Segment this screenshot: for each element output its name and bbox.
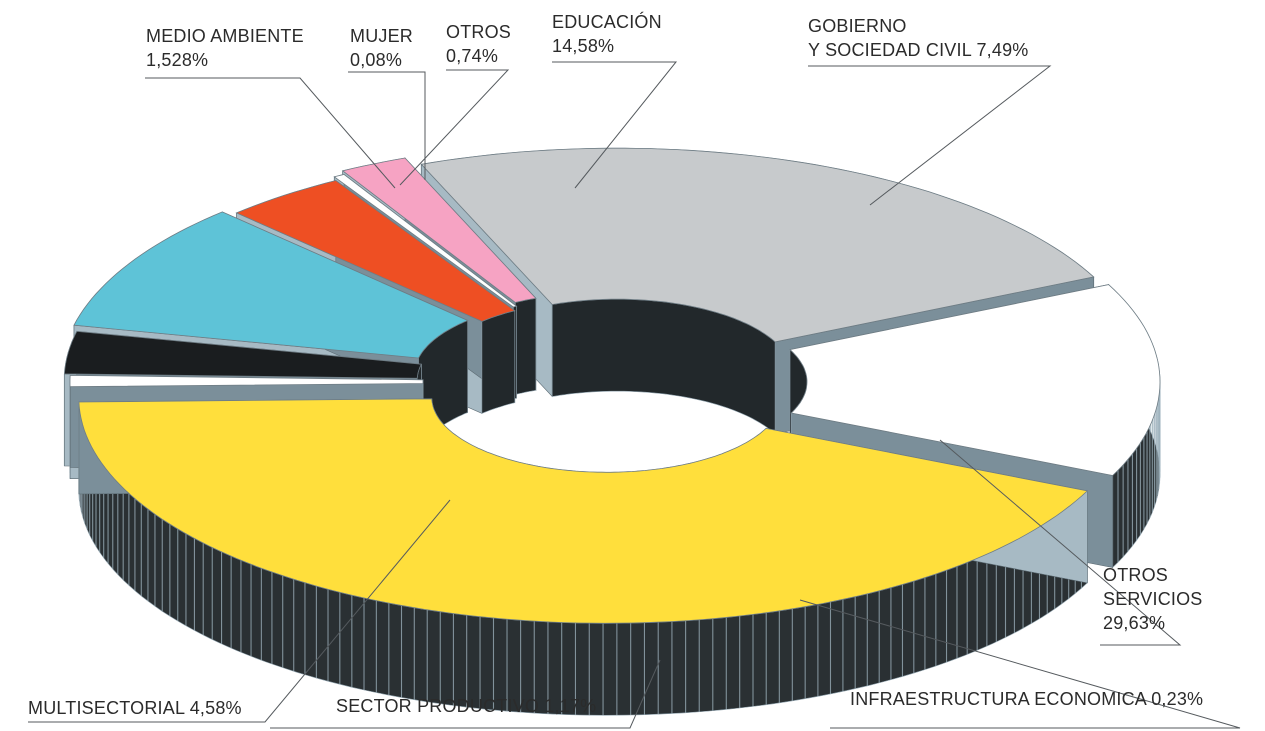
leader-line-2: [348, 71, 426, 180]
slice-gobierno-y-sociedad-civil: [789, 284, 1161, 476]
label-sector-productivo: SECTOR PRODUCTIVO 1,17%: [336, 694, 596, 718]
slice-sector-productivo: [63, 330, 423, 379]
slice-infraestructura-economica: [69, 374, 424, 388]
label-educacion-name: EDUCACIÓN: [552, 12, 662, 32]
label-otros-servicios-name: OTROS: [1103, 565, 1169, 585]
label-gobierno-value: Y SOCIEDAD CIVIL 7,49%: [808, 40, 1029, 60]
label-otros-servicios-value: 29,63%: [1103, 613, 1166, 633]
leader-line-1: [145, 77, 396, 189]
slice-otros-servicios: [78, 398, 1089, 624]
label-sector-productivo-text: SECTOR PRODUCTIVO 1,17%: [336, 696, 597, 716]
label-medio-ambiente-name: MEDIO AMBIENTE: [146, 26, 304, 46]
slice-mujer: [333, 173, 518, 308]
slice-multisectorial: [73, 211, 469, 359]
leader-line-8: [270, 659, 661, 729]
label-otros-servicios-name2: SERVICIOS: [1103, 589, 1203, 609]
leader-line-5: [808, 65, 1052, 206]
leader-line-7: [799, 599, 1241, 729]
label-medio-ambiente-value: 1,528%: [146, 50, 209, 70]
label-multisectorial-text: MULTISECTORIAL 4,58%: [28, 698, 242, 718]
label-infraestructura-text: INFRAESTRUCTURA ECONOMICA 0,23%: [850, 689, 1204, 709]
label-educacion: EDUCACIÓN 14,58%: [552, 10, 662, 58]
label-mujer-value: 0,08%: [350, 50, 403, 70]
label-gobierno: GOBIERNO Y SOCIEDAD CIVIL 7,49%: [808, 14, 1029, 62]
label-otros-name: OTROS: [446, 22, 512, 42]
leader-line-9: [28, 499, 451, 723]
label-medio-ambiente: MEDIO AMBIENTE 1,528%: [146, 24, 304, 72]
label-multisectorial: MULTISECTORIAL 4,58%: [28, 696, 242, 720]
label-otros-value: 0,74%: [446, 46, 499, 66]
label-educacion-value: 14,58%: [552, 36, 615, 56]
label-gobierno-name: GOBIERNO: [808, 16, 907, 36]
label-mujer-name: MUJER: [350, 26, 413, 46]
slice-educaci-n: [420, 147, 1095, 343]
leader-line-3: [399, 69, 510, 186]
leader-line-6: [939, 439, 1182, 646]
slice-inner-otros: [514, 297, 537, 395]
slice-medio-ambiente: [235, 180, 516, 322]
label-otros: OTROS 0,74%: [446, 20, 511, 68]
label-otros-servicios: OTROS SERVICIOS 29,63%: [1103, 563, 1203, 635]
leader-line-4: [552, 61, 678, 189]
slice-inner-medio-ambiente: [481, 310, 516, 414]
slice-otros: [341, 157, 537, 303]
label-mujer: MUJER 0,08%: [350, 24, 413, 72]
label-infraestructura: INFRAESTRUCTURA ECONOMICA 0,23%: [850, 687, 1203, 711]
